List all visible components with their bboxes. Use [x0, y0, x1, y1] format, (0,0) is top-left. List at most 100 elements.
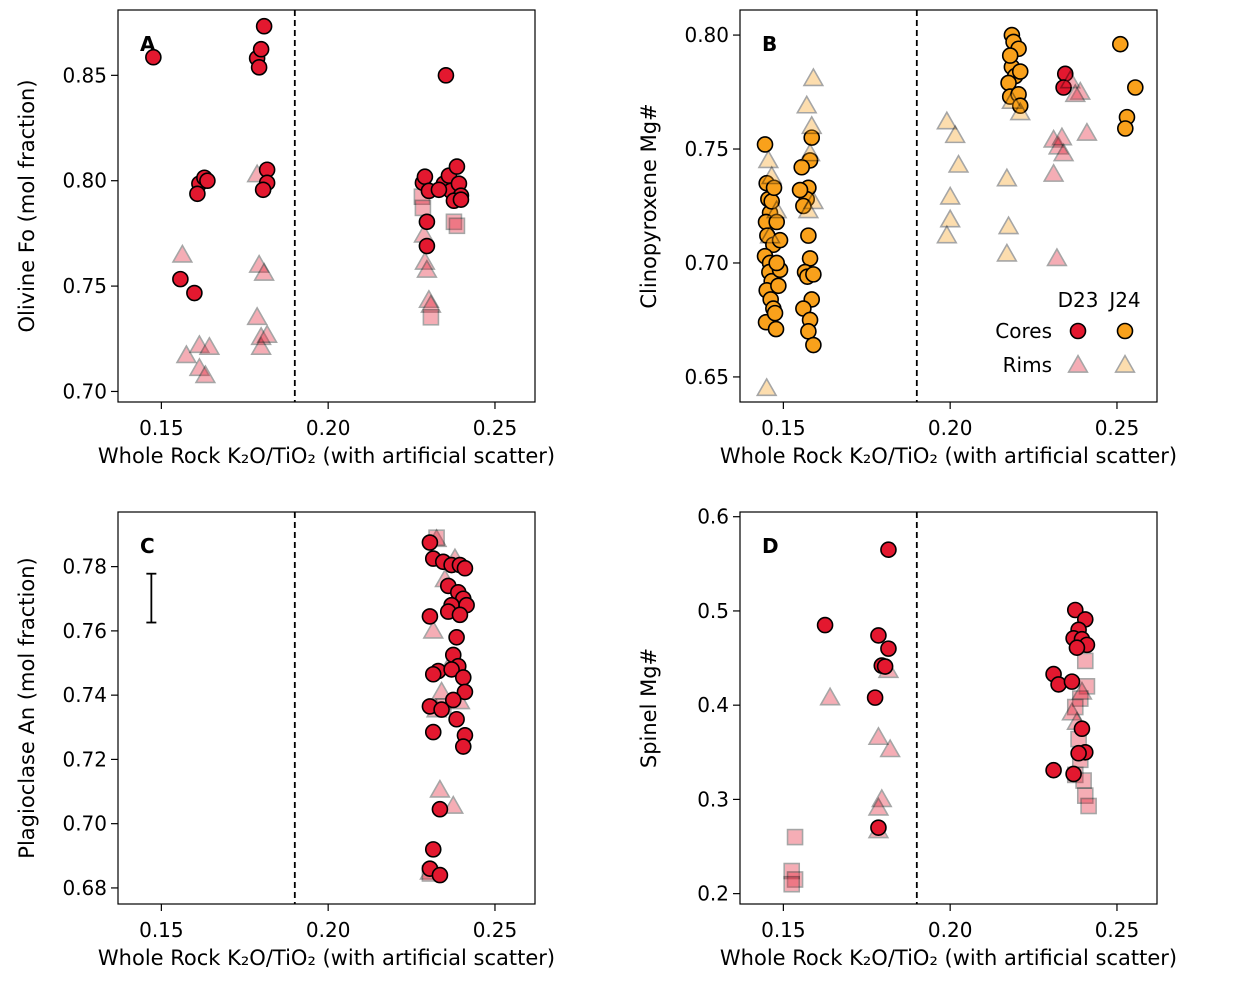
point: [431, 866, 449, 884]
y-tick-label: 0.70: [62, 379, 107, 403]
point: [418, 213, 436, 231]
point: [246, 306, 268, 326]
x-tick-label: 0.15: [139, 918, 184, 942]
point: [944, 124, 966, 144]
point: [768, 213, 785, 231]
y-tick-label: 0.70: [684, 251, 729, 275]
point: [443, 661, 460, 678]
y-tick-label: 0.4: [697, 693, 729, 717]
x-axis-label: Whole Rock K₂O/TiO₂ (with artificial sca…: [720, 946, 1177, 970]
point: [793, 158, 811, 176]
point: [186, 284, 203, 302]
point: [175, 344, 198, 364]
point: [996, 167, 1018, 187]
point: [448, 710, 465, 728]
point: [255, 17, 273, 35]
point: [768, 254, 785, 272]
x-tick-label: 0.20: [306, 416, 351, 440]
point: [996, 242, 1018, 262]
y-tick-label: 0.75: [684, 137, 729, 161]
panel-label: D: [762, 534, 779, 558]
point: [451, 606, 469, 624]
point: [188, 334, 211, 354]
x-axis-label: Whole Rock K₂O/TiO₂ (with artificial sca…: [98, 444, 555, 468]
y-tick-label: 0.5: [697, 599, 729, 623]
point: [189, 185, 206, 203]
point: [1065, 765, 1082, 783]
point: [421, 608, 439, 625]
y-axis-label: Plagioclase An (mol fraction): [15, 557, 39, 858]
point: [802, 190, 825, 210]
y-tick-label: 0.6: [697, 505, 729, 529]
point: [1076, 787, 1094, 804]
point: [416, 168, 434, 186]
point: [801, 250, 819, 267]
point: [783, 862, 801, 880]
x-axis-label: Whole Rock K₂O/TiO₂ (with artificial sca…: [98, 946, 555, 970]
point: [1042, 163, 1065, 182]
point: [430, 680, 453, 700]
point: [879, 738, 901, 758]
point: [194, 364, 217, 384]
point: [444, 691, 462, 709]
point: [870, 627, 887, 644]
point: [172, 270, 189, 288]
point: [803, 129, 821, 146]
point: [248, 254, 270, 273]
legend-marker: [1067, 354, 1089, 373]
x-tick-label: 0.25: [473, 416, 518, 440]
point: [456, 683, 474, 701]
y-tick-label: 0.70: [62, 812, 107, 836]
point: [252, 40, 270, 58]
point: [198, 336, 221, 356]
y-tick-label: 0.85: [62, 63, 107, 87]
x-tick-label: 0.20: [928, 918, 973, 942]
point: [456, 559, 474, 577]
point: [430, 181, 448, 199]
y-tick-label: 0.78: [62, 555, 107, 579]
point: [1001, 90, 1023, 109]
point: [757, 149, 780, 169]
point: [1071, 680, 1093, 700]
point: [871, 788, 893, 808]
point: [819, 686, 841, 706]
point: [1042, 128, 1065, 148]
point: [805, 266, 822, 283]
point: [795, 94, 818, 114]
point: [1078, 678, 1096, 695]
point: [1071, 690, 1089, 707]
x-tick-label: 0.15: [761, 918, 806, 942]
y-axis-label: Olivine Fo (mol fraction): [15, 79, 39, 332]
y-tick-label: 0.2: [697, 882, 729, 906]
point: [1070, 744, 1087, 762]
point: [759, 224, 781, 244]
point: [1011, 63, 1029, 80]
point: [1063, 673, 1081, 690]
point: [936, 110, 958, 130]
point: [1066, 601, 1084, 619]
y-tick-label: 0.65: [684, 365, 729, 389]
point: [442, 795, 465, 814]
point: [1052, 142, 1075, 162]
point: [1001, 47, 1019, 64]
point: [1009, 101, 1031, 121]
y-tick-label: 0.80: [62, 169, 107, 193]
point: [1061, 701, 1083, 721]
y-tick-label: 0.72: [62, 747, 107, 771]
point: [1051, 126, 1073, 146]
x-tick-label: 0.15: [761, 416, 806, 440]
point: [795, 197, 812, 215]
point: [1055, 79, 1072, 96]
point: [424, 665, 442, 683]
legend-marker: [1116, 322, 1134, 340]
point: [256, 324, 278, 344]
point: [418, 237, 436, 255]
point: [1045, 761, 1062, 779]
plot-frame: [739, 9, 1158, 403]
point: [448, 217, 466, 235]
x-tick-label: 0.20: [306, 918, 351, 942]
y-axis-label: Clinopyroxene Mg#: [637, 103, 661, 308]
point: [1068, 639, 1086, 656]
point: [870, 819, 887, 836]
